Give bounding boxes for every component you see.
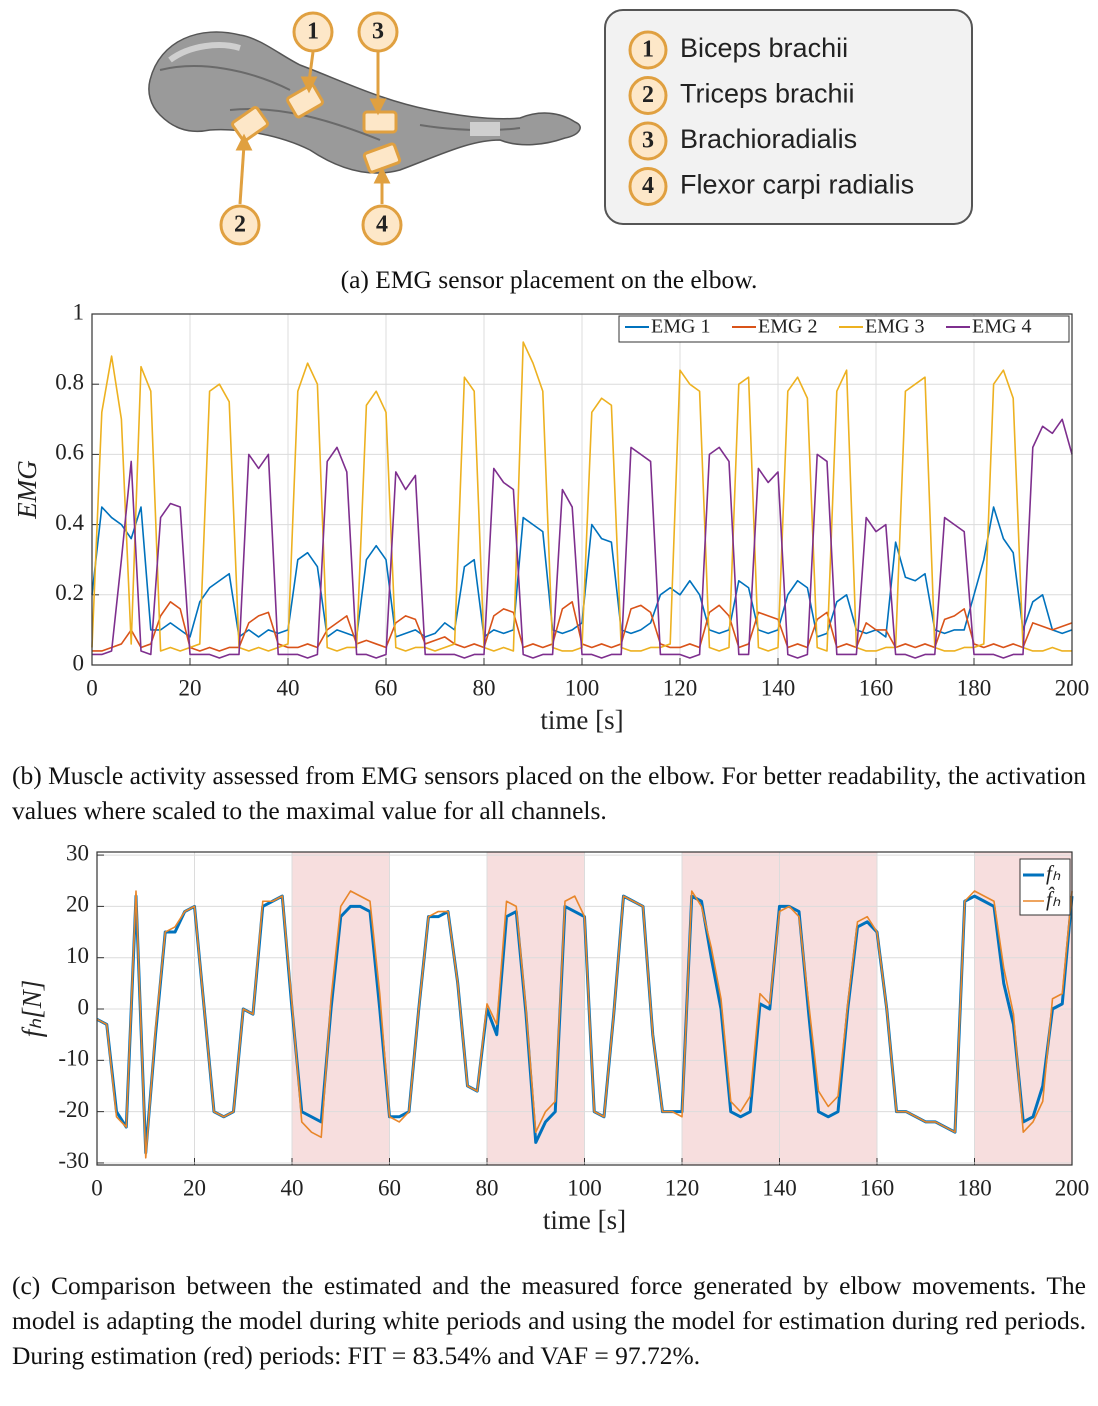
legend-number: 3 [642, 128, 654, 154]
x-tick-label: 20 [179, 675, 202, 700]
x-tick-label: 40 [277, 675, 300, 700]
y-tick-label: -10 [58, 1046, 89, 1071]
series-line [92, 418, 1073, 659]
plot-frame [91, 313, 1073, 666]
legend-label: Brachioradialis [680, 124, 857, 154]
legend-number: 1 [642, 37, 654, 63]
y-tick-label: 0 [78, 994, 90, 1019]
legend-number: 4 [642, 173, 654, 199]
y-tick-label: -30 [58, 1148, 89, 1173]
y-tick-label: 0.8 [55, 369, 84, 394]
x-tick-label: 60 [378, 1175, 401, 1200]
x-tick-label: 100 [565, 675, 600, 700]
legend-box [618, 315, 1070, 343]
legend-label: EMG 3 [865, 316, 924, 338]
x-tick-label: 140 [762, 1175, 797, 1200]
x-tick-label: 120 [663, 675, 698, 700]
x-tick-label: 100 [567, 1175, 602, 1200]
marker-label: 2 [234, 212, 246, 238]
y-axis-label: fₕ[N] [17, 980, 47, 1037]
x-tick-label: 0 [86, 675, 98, 700]
x-tick-label: 80 [473, 675, 496, 700]
y-tick-label: 0 [73, 650, 85, 675]
muscle-legend-box [604, 9, 973, 225]
y-axis-label: EMG [12, 460, 42, 519]
x-tick-label: 160 [859, 675, 894, 700]
marker-circles [219, 11, 403, 246]
legend-label: f̂ₕ [1046, 886, 1061, 910]
x-tick-label: 80 [476, 1175, 499, 1200]
legend-label: Triceps brachii [680, 79, 855, 109]
arm-illustration [148, 31, 581, 174]
x-tick-label: 180 [957, 675, 992, 700]
shaded-interval [487, 852, 585, 1165]
y-tick-label: 30 [66, 840, 89, 865]
y-tick-label: 20 [66, 892, 89, 917]
y-tick-label: 0.6 [55, 440, 84, 465]
legend-circle [628, 76, 668, 115]
y-tick-label: 0.4 [55, 510, 84, 535]
caption: (a) EMG sensor placement on the elbow. [340, 265, 758, 294]
x-tick-label: 160 [860, 1175, 895, 1200]
y-tick-label: 10 [66, 943, 89, 968]
legend-circle [628, 30, 668, 70]
x-tick-label: 60 [375, 675, 398, 700]
x-tick-label: 120 [665, 1175, 700, 1200]
marker-label: 1 [307, 19, 319, 45]
plot-frame [96, 851, 1073, 1166]
legend-label: EMG 2 [758, 316, 817, 338]
x-axis-label: time [s] [540, 705, 623, 735]
x-tick-label: 200 [1055, 1175, 1090, 1200]
legend-circle [628, 121, 668, 161]
legend-label: EMG 1 [651, 316, 710, 338]
caption: (c) Comparison between the estimated and… [12, 1271, 1086, 1370]
legend-box [1019, 858, 1071, 916]
legend-label: Biceps brachii [680, 33, 848, 63]
caption: (b) Muscle activity assessed from EMG se… [12, 761, 1086, 825]
x-tick-label: 40 [281, 1175, 304, 1200]
y-tick-label: -20 [58, 1097, 89, 1122]
marker-label: 3 [372, 19, 384, 45]
series-line [91, 506, 1073, 638]
x-tick-label: 200 [1055, 675, 1090, 700]
shaded-interval [292, 852, 390, 1165]
x-tick-label: 180 [957, 1175, 992, 1200]
legend-number: 2 [642, 82, 654, 108]
sensors [231, 83, 402, 174]
x-tick-label: 20 [183, 1175, 206, 1200]
sensor-arrows [235, 51, 391, 205]
legend-circle [628, 167, 668, 206]
series-line [96, 890, 1073, 1159]
legend-label: Flexor carpi radialis [680, 170, 914, 200]
x-tick-label: 140 [761, 675, 796, 700]
y-tick-label: 0.2 [55, 580, 84, 605]
y-tick-label: 1 [73, 299, 85, 324]
marker-label: 4 [376, 212, 388, 238]
x-tick-label: 0 [91, 1175, 103, 1200]
legend-label: EMG 4 [972, 316, 1031, 338]
x-axis-label: time [s] [543, 1205, 626, 1235]
legend-label: fₕ [1046, 861, 1061, 885]
